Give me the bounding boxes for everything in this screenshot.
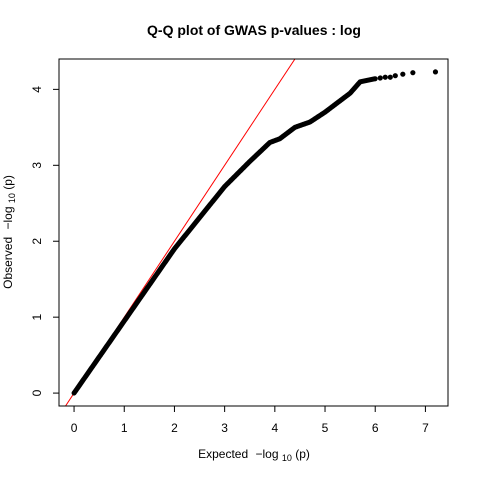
data-point-1 [377,75,383,81]
x-axis-label-arg: (p) [295,447,310,461]
plot-area [64,59,439,406]
axis-layer: 0 1 2 3 4 5 6 7 0 1 2 3 4 [30,86,429,435]
y-tick-label-1: 1 [30,314,44,321]
y-axis-label-arg: (p) [1,175,15,190]
y-tick-label-0: 0 [30,389,44,396]
y-axis-label-prefix: Observed [1,237,15,289]
x-tick-label-6: 6 [372,421,379,435]
chart-title: Q-Q plot of GWAS p-values : log [147,22,361,38]
data-point-4 [392,73,398,79]
x-tick-label-7: 7 [422,421,429,435]
data-point-5 [400,71,406,77]
x-axis-label-sub: 10 [282,453,292,463]
x-tick-label-2: 2 [171,421,178,435]
data-point-7 [432,69,439,75]
x-tick-label-0: 0 [71,421,78,435]
x-tick-label-1: 1 [121,421,128,435]
plot-layer [64,59,439,406]
data-point-3 [387,74,393,80]
y-tick-label-2: 2 [30,238,44,245]
x-axis-label-expr: −log [255,447,278,461]
y-axis-label-expr: −log [1,206,15,229]
x-axis-label: Expected −log 10 (p) [198,447,310,464]
y-axis-label: Observed −log 10 (p) [1,175,18,289]
x-tick-label-5: 5 [322,421,329,435]
data-point-2 [382,74,388,80]
data-point-6 [410,70,416,76]
x-tick-label-4: 4 [271,421,278,435]
y-tick-label-3: 3 [30,162,44,169]
plot-frame [58,58,449,407]
y-axis-label-sub: 10 [7,193,17,203]
x-axis-label-prefix: Expected [198,447,248,461]
x-tick-label-3: 3 [221,421,228,435]
y-tick-label-4: 4 [30,86,44,93]
observed-points-dense [71,76,378,396]
